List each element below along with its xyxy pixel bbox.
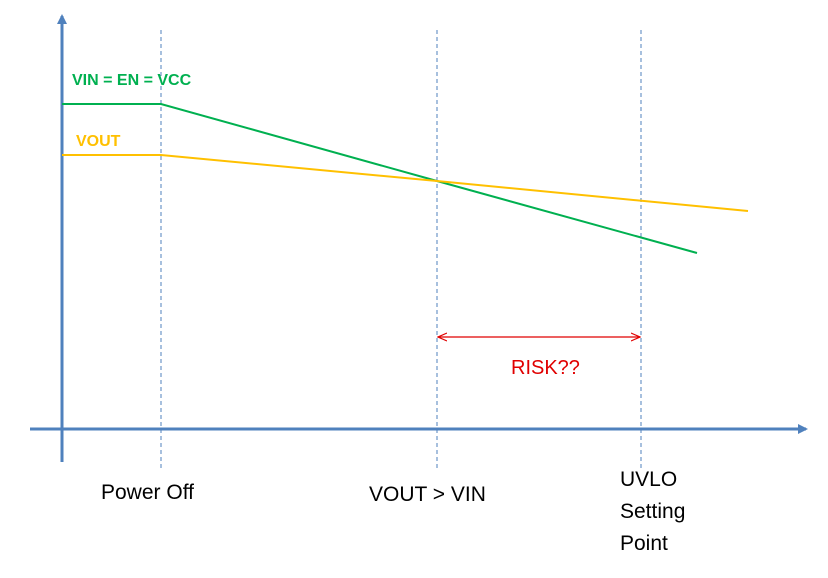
vout-label: VOUT bbox=[76, 133, 121, 150]
risk-label: RISK?? bbox=[511, 357, 580, 379]
uvlo-setting-point-label: UVLO Setting Point bbox=[620, 468, 686, 555]
power-off-label: Power Off bbox=[101, 481, 194, 504]
vin-label: VIN = EN = VCC bbox=[72, 72, 192, 89]
vin-trace bbox=[62, 103, 698, 254]
crossover-label: VOUT > VIN bbox=[369, 483, 486, 506]
vout-trace bbox=[62, 154, 749, 212]
